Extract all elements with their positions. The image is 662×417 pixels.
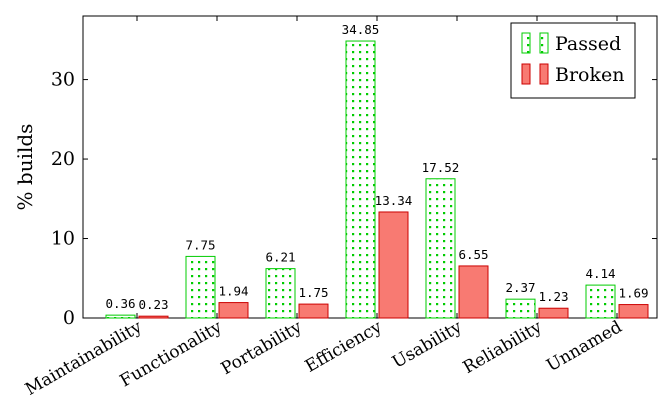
passed-legend-label: Passed <box>555 33 621 55</box>
passed-value-label: 6.21 <box>265 250 295 265</box>
broken-legend-swatch-left <box>521 63 531 85</box>
broken-bar <box>378 211 409 319</box>
passed-bar <box>265 268 296 319</box>
broken-value-label: 1.75 <box>298 285 328 300</box>
passed-value-label: 0.36 <box>105 296 135 311</box>
broken-value-label: 1.94 <box>218 284 248 299</box>
passed-bar <box>585 284 616 319</box>
passed-legend-swatch-right <box>539 32 549 54</box>
legend-items: Passed Broken <box>521 32 624 86</box>
broken-bar <box>458 265 489 319</box>
passed-bar <box>425 178 456 319</box>
passed-value-label: 2.37 <box>505 280 535 295</box>
broken-bar <box>138 315 169 319</box>
y-tick-label: 0 <box>63 307 75 329</box>
broken-bar <box>618 304 649 319</box>
x-tick-label: Efficiency <box>302 317 386 377</box>
x-tick-label: Portability <box>218 317 306 379</box>
broken-value-label: 0.23 <box>138 297 168 312</box>
broken-bar <box>218 302 249 319</box>
passed-legend-swatch-left <box>521 32 531 54</box>
passed-value-label: 4.14 <box>585 266 615 281</box>
x-tick-label: Unnamed <box>543 317 625 376</box>
y-tick-label: 20 <box>51 148 75 170</box>
broken-legend-swatch-right <box>539 63 549 85</box>
broken-legend-label: Broken <box>555 64 624 86</box>
x-tick-label: Reliability <box>460 317 546 378</box>
passed-value-label: 34.85 <box>342 22 380 37</box>
broken-value-label: 1.23 <box>538 289 568 304</box>
broken-bar <box>298 303 329 319</box>
legend-box <box>510 22 636 99</box>
data-labels-layer: 0.36 7.75 6.21 34.85 17.52 2.37 4.14 0.23 1.94 1.… <box>105 22 648 312</box>
passed-value-label: 17.52 <box>422 160 460 175</box>
passed-bar <box>105 314 136 319</box>
passed-value-label: 7.75 <box>185 237 215 252</box>
broken-value-label: 13.34 <box>375 193 413 208</box>
passed-bar <box>185 255 216 319</box>
legend: Passed Broken <box>510 22 636 99</box>
broken-bar <box>538 307 569 319</box>
bars-layer <box>105 40 649 319</box>
broken-value-label: 6.55 <box>458 247 488 262</box>
x-tick-label: Usability <box>389 317 466 373</box>
passed-bar <box>345 40 376 319</box>
y-tick-label: 10 <box>51 228 75 250</box>
y-axis-title: % builds <box>13 124 37 211</box>
y-tick-label: 30 <box>51 69 75 91</box>
broken-value-label: 1.69 <box>618 286 648 301</box>
passed-bar <box>505 298 536 319</box>
